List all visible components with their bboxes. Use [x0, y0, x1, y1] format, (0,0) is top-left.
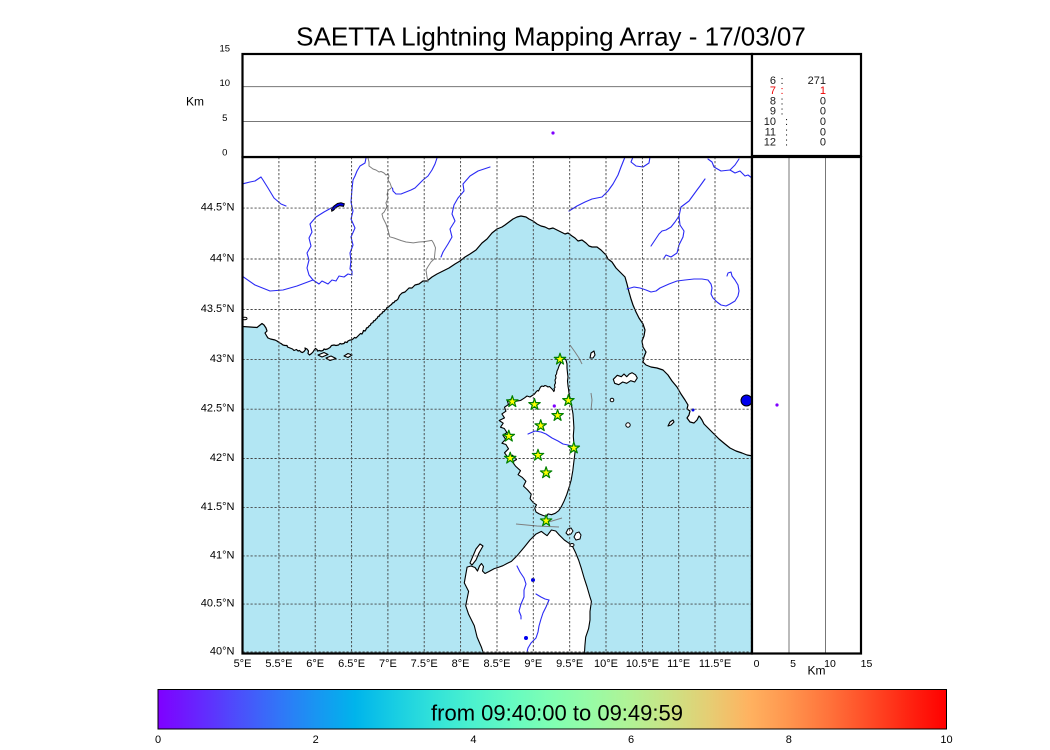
svg-text:9: 9 — [770, 106, 776, 118]
svg-text:44°N: 44°N — [210, 253, 235, 265]
svg-text:7.5°E: 7.5°E — [411, 658, 438, 670]
svg-text:6: 6 — [628, 734, 634, 746]
svg-text:0: 0 — [222, 148, 227, 159]
svg-text:7: 7 — [770, 85, 776, 97]
svg-text::: : — [785, 137, 788, 149]
svg-text:0: 0 — [820, 106, 826, 118]
svg-text:5°E: 5°E — [234, 658, 252, 670]
svg-text:8: 8 — [786, 734, 792, 746]
svg-text:5: 5 — [790, 658, 796, 670]
svg-text:11: 11 — [765, 126, 776, 138]
svg-text:8: 8 — [770, 95, 776, 107]
svg-text:15: 15 — [861, 658, 873, 670]
svg-text::: : — [785, 126, 788, 138]
svg-text:41°N: 41°N — [210, 549, 235, 561]
svg-text:10: 10 — [764, 116, 776, 128]
svg-text:0: 0 — [820, 137, 826, 149]
svg-text::: : — [780, 75, 783, 87]
svg-text:271: 271 — [808, 75, 826, 87]
svg-text:0: 0 — [820, 95, 826, 107]
svg-text:0: 0 — [820, 126, 826, 138]
svg-text::: : — [780, 106, 783, 118]
svg-text:15: 15 — [220, 43, 231, 54]
svg-text:7°E: 7°E — [379, 658, 397, 670]
svg-text:4: 4 — [470, 734, 476, 746]
svg-text:Km: Km — [186, 95, 204, 109]
svg-text:1: 1 — [820, 85, 826, 97]
svg-text:40.5°N: 40.5°N — [201, 598, 235, 610]
svg-text::: : — [780, 95, 783, 107]
svg-text:9.5°E: 9.5°E — [556, 658, 583, 670]
svg-text:11.5°E: 11.5°E — [699, 658, 731, 670]
svg-text:10°E: 10°E — [594, 658, 618, 670]
svg-text:Km: Km — [808, 664, 826, 678]
svg-text:43.5°N: 43.5°N — [201, 303, 235, 315]
svg-text:10.5°E: 10.5°E — [626, 658, 659, 670]
svg-text:42°N: 42°N — [210, 452, 235, 464]
svg-text:2: 2 — [313, 734, 319, 746]
svg-text::: : — [780, 85, 783, 97]
svg-text:10: 10 — [824, 658, 836, 670]
svg-text:42.5°N: 42.5°N — [201, 403, 235, 415]
svg-text:0: 0 — [820, 116, 826, 128]
svg-text:5.5°E: 5.5°E — [265, 658, 292, 670]
svg-text:6.5°E: 6.5°E — [338, 658, 365, 670]
svg-text:12: 12 — [764, 137, 776, 149]
svg-text:11°E: 11°E — [667, 658, 690, 670]
svg-text:44.5°N: 44.5°N — [201, 202, 235, 214]
svg-text:9°E: 9°E — [524, 658, 542, 670]
svg-text:0: 0 — [754, 658, 760, 670]
svg-text:6: 6 — [770, 75, 776, 87]
svg-text:8°E: 8°E — [452, 658, 470, 670]
svg-text:5: 5 — [222, 113, 227, 124]
svg-text:43°N: 43°N — [210, 353, 235, 365]
svg-text::: : — [785, 116, 788, 128]
svg-text:6°E: 6°E — [306, 658, 324, 670]
svg-text:8.5°E: 8.5°E — [483, 658, 510, 670]
svg-text:10: 10 — [220, 78, 231, 89]
svg-text:41.5°N: 41.5°N — [201, 501, 235, 513]
svg-text:0: 0 — [155, 734, 161, 746]
svg-text:from 09:40:00 to 09:49:59: from 09:40:00 to 09:49:59 — [431, 701, 683, 726]
svg-text:40°N: 40°N — [210, 645, 235, 657]
svg-text:SAETTA Lightning Mapping Array: SAETTA Lightning Mapping Array - 17/03/0… — [296, 22, 806, 52]
svg-text:10: 10 — [940, 734, 952, 746]
